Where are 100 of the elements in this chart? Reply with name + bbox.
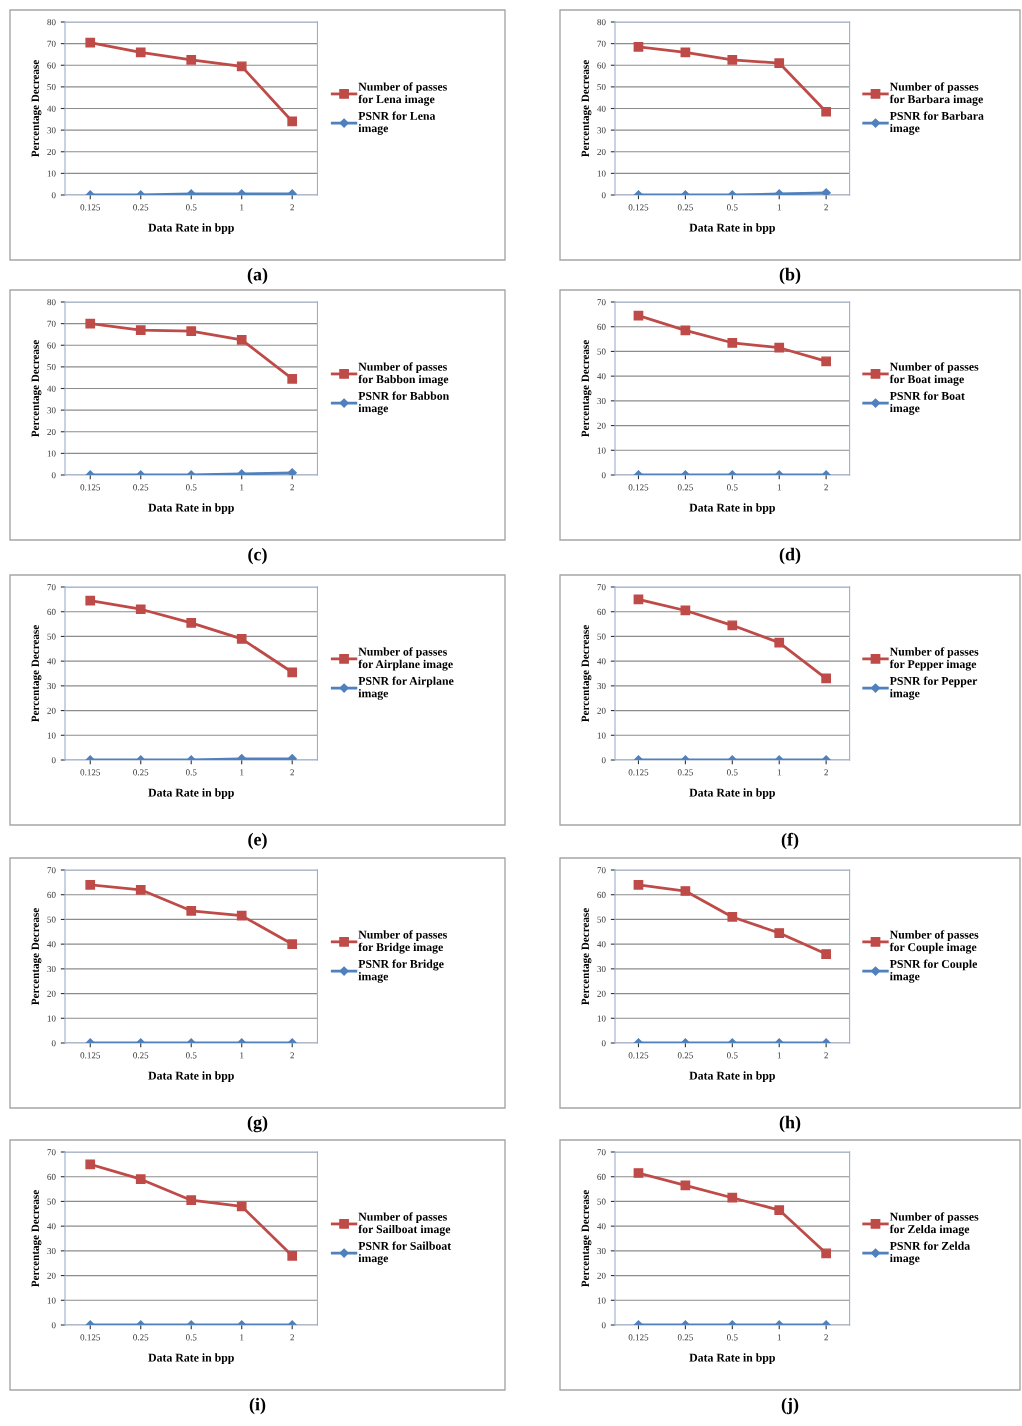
y-tick-label: 10 bbox=[597, 732, 606, 739]
x-tick-label: 0.125 bbox=[628, 1052, 649, 1059]
y-tick-label: 10 bbox=[47, 170, 56, 177]
y-tick-label: 20 bbox=[597, 422, 606, 429]
point bbox=[236, 334, 247, 345]
y-tick-label: 20 bbox=[597, 990, 606, 997]
legend-label: Number of passes for Barbara image bbox=[889, 82, 983, 106]
y-tick-label: 40 bbox=[597, 105, 606, 112]
point bbox=[821, 1248, 832, 1259]
point bbox=[186, 1195, 197, 1206]
y-tick-label: 10 bbox=[597, 1297, 606, 1304]
text: (i) bbox=[249, 1397, 266, 1415]
x-tick-label: 2 bbox=[290, 1052, 294, 1059]
x-tick-label: 0.5 bbox=[185, 484, 197, 491]
y-tick-label: 40 bbox=[597, 1223, 606, 1230]
text: (h) bbox=[779, 1115, 801, 1133]
y-tick-label: 10 bbox=[47, 1297, 56, 1304]
x-tick-label: 0.25 bbox=[677, 1334, 693, 1341]
y-tick-label: 50 bbox=[597, 916, 606, 923]
text: (f) bbox=[781, 832, 799, 850]
y-tick-label: 60 bbox=[597, 62, 606, 69]
point bbox=[287, 667, 298, 678]
y-tick-label: 30 bbox=[47, 965, 56, 973]
point bbox=[85, 879, 96, 890]
legend-label: PSNR for Couple image bbox=[889, 959, 978, 983]
point bbox=[774, 928, 785, 938]
y-tick-label: 50 bbox=[47, 916, 56, 923]
x-axis-title: Data Rate in bpp bbox=[148, 503, 234, 515]
y-axis-title: Percentage Decrease bbox=[31, 340, 42, 438]
y-tick-label: 80 bbox=[47, 19, 56, 26]
x-tick-label: 0.25 bbox=[133, 1052, 149, 1059]
y-tick-label: 0 bbox=[601, 1040, 606, 1047]
x-tick-label: 2 bbox=[824, 484, 828, 491]
x-tick-label: 0.5 bbox=[727, 1052, 738, 1059]
point bbox=[774, 1205, 785, 1215]
x-tick-label: 2 bbox=[824, 204, 828, 211]
point bbox=[186, 54, 197, 65]
point bbox=[727, 337, 738, 348]
legend-label: Number of passes for Boat image bbox=[889, 362, 979, 386]
x-tick-label: 0.25 bbox=[677, 769, 693, 776]
y-tick-label: 40 bbox=[597, 658, 606, 665]
point bbox=[186, 617, 197, 628]
x-tick-label: 0.125 bbox=[628, 204, 649, 211]
y-tick-label: 60 bbox=[47, 608, 56, 615]
text: (g) bbox=[247, 1115, 268, 1133]
x-tick-label: 1 bbox=[240, 204, 244, 211]
y-tick-label: 50 bbox=[597, 84, 606, 91]
y-axis-title: Percentage Decrease bbox=[31, 60, 42, 158]
x-tick-label: 2 bbox=[824, 1052, 828, 1059]
x-tick-label: 1 bbox=[240, 1052, 244, 1059]
y-tick-label: 50 bbox=[47, 633, 56, 640]
text: (e) bbox=[248, 832, 267, 850]
point bbox=[821, 106, 832, 117]
point bbox=[821, 673, 832, 684]
y-axis-title: Percentage Decrease bbox=[581, 908, 592, 1006]
y-tick-label: 40 bbox=[47, 105, 56, 112]
point bbox=[680, 47, 691, 58]
x-tick-label: 0.5 bbox=[727, 1334, 738, 1341]
x-axis-title: Data Rate in bpp bbox=[689, 223, 775, 235]
point bbox=[727, 1192, 738, 1203]
y-tick-label: 10 bbox=[47, 1015, 56, 1022]
y-tick-label: 60 bbox=[47, 62, 56, 69]
point bbox=[135, 47, 146, 58]
legend-label: PSNR for Bridge image bbox=[358, 959, 444, 983]
point bbox=[633, 1168, 644, 1178]
point bbox=[287, 1250, 298, 1261]
y-tick-label: 60 bbox=[597, 323, 606, 330]
point bbox=[287, 939, 298, 950]
y-axis-title: Percentage Decrease bbox=[31, 908, 42, 1006]
y-tick-label: 50 bbox=[597, 633, 606, 640]
x-tick-label: 0.25 bbox=[133, 484, 149, 491]
legend-label: PSNR for Airplane image bbox=[358, 676, 454, 700]
y-tick-label: 30 bbox=[597, 682, 606, 690]
y-tick-label: 50 bbox=[597, 1198, 606, 1205]
point bbox=[135, 1174, 146, 1185]
legend-label: Number of passes for Bridge image bbox=[358, 930, 447, 954]
x-axis-title: Data Rate in bpp bbox=[148, 788, 234, 800]
text: (c) bbox=[248, 547, 267, 565]
y-tick-label: 0 bbox=[601, 757, 606, 764]
x-tick-label: 1 bbox=[777, 204, 781, 211]
x-axis-title: Data Rate in bpp bbox=[689, 788, 775, 800]
y-tick-label: 0 bbox=[51, 1322, 56, 1329]
y-tick-label: 70 bbox=[597, 584, 606, 591]
y-tick-label: 20 bbox=[597, 148, 606, 155]
point bbox=[186, 905, 197, 916]
y-tick-label: 20 bbox=[597, 1272, 606, 1279]
y-tick-label: 0 bbox=[601, 472, 606, 479]
y-tick-label: 20 bbox=[47, 428, 56, 435]
x-axis-title: Data Rate in bpp bbox=[689, 503, 775, 515]
y-tick-label: 20 bbox=[47, 148, 56, 155]
y-tick-label: 40 bbox=[47, 658, 56, 665]
x-tick-label: 0.125 bbox=[628, 484, 649, 491]
y-tick-label: 40 bbox=[47, 385, 56, 392]
point bbox=[85, 318, 96, 329]
x-tick-label: 0.125 bbox=[80, 484, 101, 491]
x-tick-label: 0.25 bbox=[677, 484, 693, 491]
x-tick-label: 1 bbox=[777, 1052, 781, 1059]
x-tick-label: 1 bbox=[240, 769, 244, 776]
legend-label: Number of passes for Couple image bbox=[889, 930, 979, 954]
text: (j) bbox=[781, 1397, 799, 1415]
